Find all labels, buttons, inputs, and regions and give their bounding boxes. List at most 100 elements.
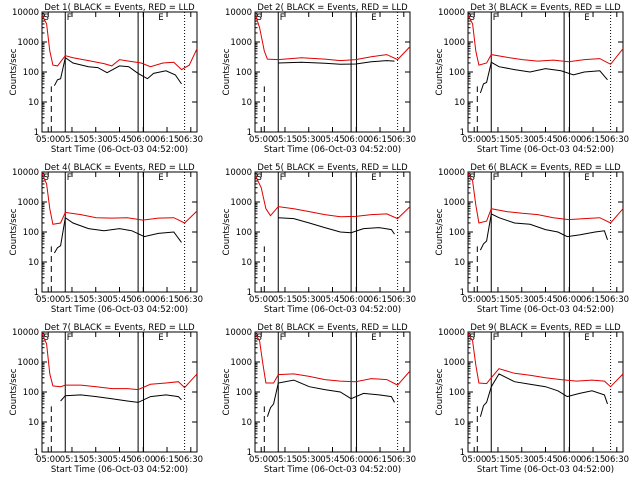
interval-marker: S <box>44 13 49 23</box>
y-tick-label: 100 <box>449 228 465 238</box>
y-tick-label: 100 <box>23 388 39 398</box>
y-axis-label: Counts/sec <box>222 48 232 95</box>
interval-marker: E <box>158 173 163 183</box>
interval-marker: S <box>470 333 475 343</box>
y-tick-label: 1000 <box>17 198 39 208</box>
interval-marker: S <box>44 333 49 343</box>
x-tick-label: 06:30 <box>392 455 417 465</box>
y-tick-label: 10 <box>28 418 39 428</box>
x-tick-label: 05:00 <box>249 135 274 145</box>
interval-marker: S <box>44 173 49 183</box>
x-tick-label: 06:00 <box>131 295 156 305</box>
x-tick-label: 06:30 <box>179 295 204 305</box>
x-tick-label: 05:30 <box>296 455 321 465</box>
y-tick-label: 1 <box>460 288 465 298</box>
x-tick-label: 05:30 <box>83 135 108 145</box>
y-axis-label: Counts/sec <box>222 208 232 255</box>
events-series-line <box>278 60 395 65</box>
x-tick-label: 06:00 <box>131 135 156 145</box>
x-tick-label: 06:15 <box>155 135 180 145</box>
x-tick-label: 05:15 <box>273 455 298 465</box>
events-series-line <box>53 216 182 254</box>
panel-title: Det 3( BLACK = Events, RED = LLD <box>470 3 621 13</box>
y-axis-label: Counts/sec <box>222 368 232 415</box>
x-tick-label: 06:15 <box>581 455 606 465</box>
y-axis-label: Counts/sec <box>435 208 445 255</box>
interval-marker: E <box>584 13 589 23</box>
x-axis-label: Start Time (06-Oct-03 04:52:00) <box>264 145 401 155</box>
x-axis-label: Start Time (06-Oct-03 04:52:00) <box>477 145 614 155</box>
y-tick-label: 1000 <box>17 38 39 48</box>
interval-marker: E <box>584 173 589 183</box>
x-tick-label: 05:15 <box>273 295 298 305</box>
x-tick-label: 05:45 <box>533 295 558 305</box>
lld-series-line <box>254 13 411 62</box>
x-tick-label: 06:15 <box>368 135 393 145</box>
x-tick-label: 05:45 <box>107 135 132 145</box>
y-tick-label: 1000 <box>443 38 465 48</box>
x-tick-label: 05:15 <box>273 135 298 145</box>
lld-series-line <box>467 173 624 224</box>
y-tick-label: 1 <box>247 448 252 458</box>
y-tick-label: 1 <box>34 288 39 298</box>
y-tick-label: 1 <box>460 448 465 458</box>
panel-title: Det 7( BLACK = Events, RED = LLD <box>44 323 195 333</box>
interval-marker: F <box>493 173 498 183</box>
x-tick-label: 05:30 <box>296 135 321 145</box>
x-axis-label: Start Time (06-Oct-03 04:52:00) <box>51 145 188 155</box>
interval-marker: E <box>158 13 163 23</box>
x-tick-label: 06:15 <box>581 135 606 145</box>
x-tick-label: 05:15 <box>60 455 85 465</box>
panel-4: Det 4( BLACK = Events, RED = LLD 1 10 100 10… <box>9 163 203 315</box>
x-tick-label: 05:00 <box>462 455 487 465</box>
panel-title: Det 9( BLACK = Events, RED = LLD <box>470 323 621 333</box>
x-tick-label: 05:00 <box>36 295 61 305</box>
x-tick-label: 06:30 <box>392 135 417 145</box>
y-tick-label: 10 <box>241 418 252 428</box>
y-tick-label: 10 <box>28 258 39 268</box>
panel-9: Det 9( BLACK = Events, RED = LLD 1 10 100 10… <box>435 323 629 475</box>
panel-title: Det 1( BLACK = Events, RED = LLD <box>44 3 195 13</box>
x-axis-label: Start Time (06-Oct-03 04:52:00) <box>51 305 188 315</box>
y-axis-label: Counts/sec <box>435 368 445 415</box>
y-tick-label: 10 <box>241 258 252 268</box>
x-tick-label: 06:00 <box>344 135 369 145</box>
x-tick-label: 05:30 <box>509 295 534 305</box>
panel-5: Det 5( BLACK = Events, RED = LLD 1 10 100 10… <box>222 163 416 315</box>
panel-2: Det 2( BLACK = Events, RED = LLD 1 10 100 10… <box>222 3 416 155</box>
x-axis-label: Start Time (06-Oct-03 04:52:00) <box>477 465 614 475</box>
interval-marker: S <box>470 173 475 183</box>
lld-series-line <box>41 333 198 391</box>
x-tick-label: 05:45 <box>107 295 132 305</box>
interval-marker: F <box>493 333 498 343</box>
y-tick-label: 10000 <box>12 168 39 178</box>
y-tick-label: 10000 <box>12 328 39 338</box>
x-tick-label: 05:15 <box>486 135 511 145</box>
x-tick-label: 06:30 <box>605 455 630 465</box>
x-tick-label: 05:45 <box>533 455 558 465</box>
lld-series-line <box>41 14 198 71</box>
y-tick-label: 100 <box>449 388 465 398</box>
interval-marker: S <box>470 13 475 23</box>
x-tick-label: 05:30 <box>83 455 108 465</box>
events-series-line <box>278 217 395 235</box>
x-tick-label: 05:30 <box>83 295 108 305</box>
interval-marker: F <box>280 13 285 23</box>
x-axis-label: Start Time (06-Oct-03 04:52:00) <box>477 305 614 315</box>
y-tick-label: 10000 <box>225 328 252 338</box>
events-series-line <box>479 213 608 251</box>
panel-title: Det 6( BLACK = Events, RED = LLD <box>470 163 621 173</box>
x-tick-label: 06:00 <box>344 455 369 465</box>
y-tick-label: 10000 <box>225 168 252 178</box>
x-tick-label: 05:15 <box>486 295 511 305</box>
x-tick-label: 05:15 <box>486 455 511 465</box>
y-tick-label: 10000 <box>12 8 39 18</box>
panel-title: Det 2( BLACK = Events, RED = LLD <box>257 3 408 13</box>
x-tick-label: 05:45 <box>533 135 558 145</box>
y-tick-label: 1 <box>34 448 39 458</box>
interval-marker: F <box>280 173 285 183</box>
x-tick-label: 06:30 <box>605 295 630 305</box>
interval-marker: S <box>257 13 262 23</box>
y-tick-label: 10 <box>454 258 465 268</box>
